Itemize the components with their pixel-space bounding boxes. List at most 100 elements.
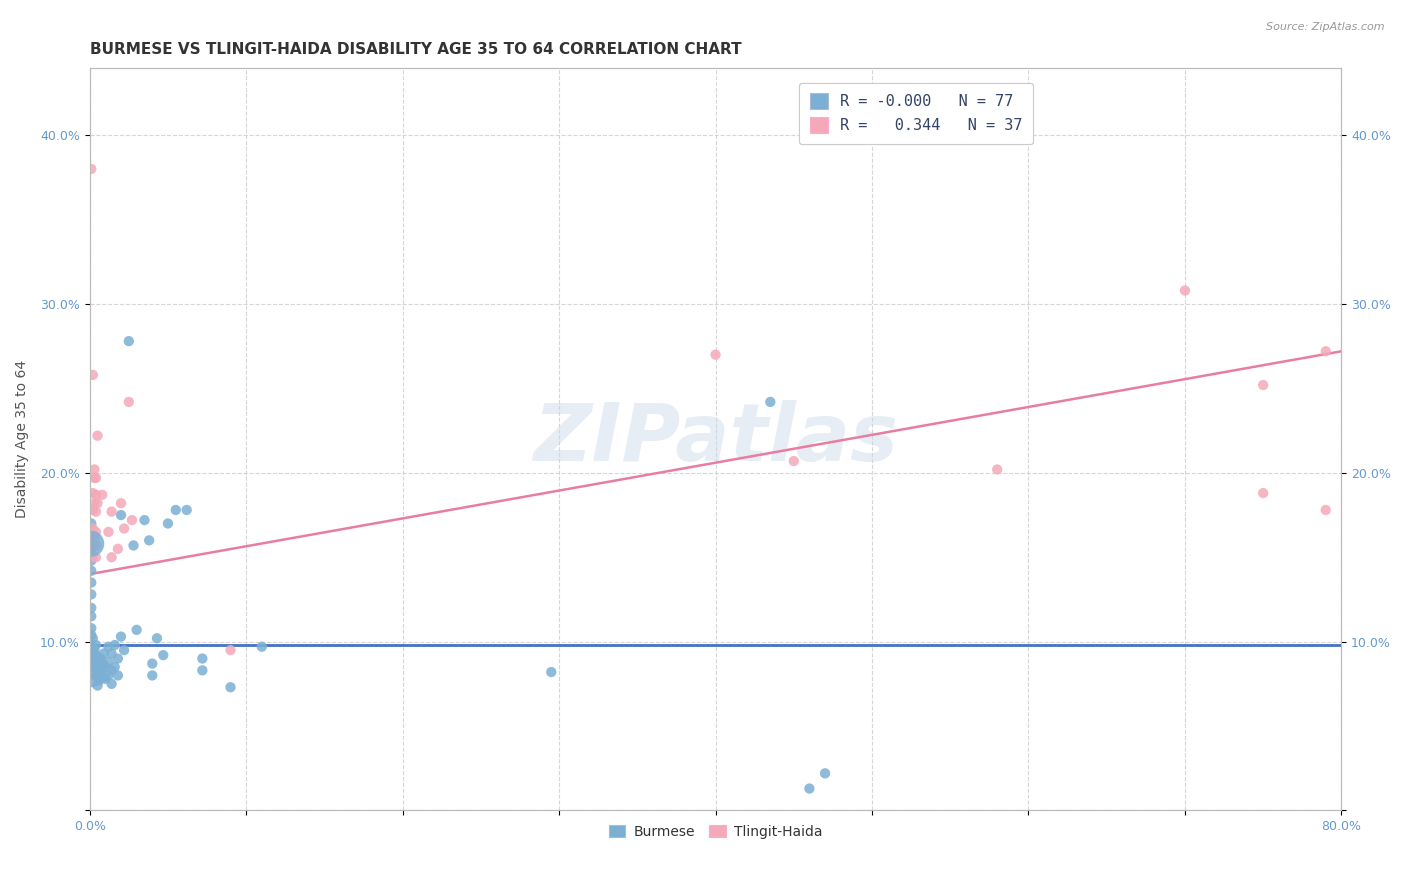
Point xyxy=(783,454,806,468)
Point xyxy=(97,668,120,682)
Point xyxy=(165,503,187,517)
Point xyxy=(94,660,117,674)
Point xyxy=(156,516,179,531)
Point xyxy=(83,471,105,485)
Point xyxy=(84,488,107,502)
Point xyxy=(191,651,214,665)
Point xyxy=(121,513,143,527)
Legend: Burmese, Tlingit-Haida: Burmese, Tlingit-Haida xyxy=(603,819,828,845)
Point xyxy=(93,647,115,661)
Point xyxy=(80,575,103,590)
Point xyxy=(91,657,114,671)
Point xyxy=(138,533,160,548)
Point xyxy=(250,640,273,654)
Point xyxy=(1315,344,1337,359)
Point xyxy=(219,643,242,657)
Point xyxy=(80,628,103,642)
Point xyxy=(986,462,1008,476)
Point xyxy=(87,657,110,671)
Point xyxy=(176,503,198,517)
Point xyxy=(86,651,108,665)
Point xyxy=(84,538,107,552)
Point xyxy=(80,658,103,673)
Point xyxy=(122,538,145,552)
Point xyxy=(80,651,103,665)
Point xyxy=(112,522,135,536)
Point xyxy=(1315,503,1337,517)
Point xyxy=(91,670,114,684)
Text: Source: ZipAtlas.com: Source: ZipAtlas.com xyxy=(1267,22,1385,32)
Point xyxy=(86,496,108,510)
Text: ZIPatlas: ZIPatlas xyxy=(533,401,898,478)
Point xyxy=(1251,486,1274,500)
Point xyxy=(84,648,107,662)
Point xyxy=(100,677,122,691)
Point xyxy=(86,428,108,442)
Point xyxy=(152,648,174,662)
Point xyxy=(1174,284,1197,298)
Point xyxy=(90,665,112,679)
Point xyxy=(1251,378,1274,392)
Point xyxy=(82,666,104,681)
Point xyxy=(110,496,132,510)
Point xyxy=(83,660,105,674)
Point xyxy=(86,662,108,676)
Point xyxy=(91,488,114,502)
Point xyxy=(110,630,132,644)
Point xyxy=(97,640,120,654)
Point xyxy=(814,766,837,780)
Point xyxy=(83,530,105,544)
Point xyxy=(704,348,727,362)
Point xyxy=(84,524,107,539)
Point xyxy=(82,503,104,517)
Point xyxy=(86,679,108,693)
Point xyxy=(83,651,105,665)
Point xyxy=(94,672,117,686)
Point xyxy=(759,395,782,409)
Point xyxy=(80,537,103,551)
Point xyxy=(93,658,115,673)
Point xyxy=(82,522,104,536)
Point xyxy=(83,496,105,510)
Point xyxy=(84,471,107,485)
Point xyxy=(82,641,104,656)
Point xyxy=(82,538,104,552)
Point xyxy=(84,638,107,652)
Point xyxy=(83,462,105,476)
Point xyxy=(112,643,135,657)
Point xyxy=(80,541,103,556)
Point xyxy=(83,643,105,657)
Point xyxy=(80,609,103,624)
Point xyxy=(540,665,562,679)
Point xyxy=(118,334,141,348)
Point xyxy=(100,664,122,678)
Point xyxy=(82,675,104,690)
Point xyxy=(84,658,107,673)
Y-axis label: Disability Age 35 to 64: Disability Age 35 to 64 xyxy=(15,360,30,518)
Point xyxy=(80,643,103,657)
Point xyxy=(82,632,104,646)
Point xyxy=(86,670,108,684)
Point xyxy=(87,673,110,688)
Point xyxy=(134,513,156,527)
Point xyxy=(219,680,242,694)
Point xyxy=(80,530,103,544)
Point xyxy=(87,665,110,679)
Point xyxy=(80,621,103,635)
Point xyxy=(191,664,214,678)
Point xyxy=(82,649,104,664)
Point xyxy=(82,550,104,565)
Point xyxy=(141,657,163,671)
Point xyxy=(104,638,127,652)
Point xyxy=(104,660,127,674)
Point xyxy=(125,623,148,637)
Point xyxy=(82,486,104,500)
Point xyxy=(100,550,122,565)
Point xyxy=(80,564,103,578)
Point xyxy=(97,524,120,539)
Point xyxy=(90,651,112,665)
Point xyxy=(80,554,103,568)
Legend: R = -0.000   N = 77, R =   0.344   N = 37: R = -0.000 N = 77, R = 0.344 N = 37 xyxy=(799,83,1033,144)
Point xyxy=(107,668,129,682)
Point xyxy=(80,516,103,531)
